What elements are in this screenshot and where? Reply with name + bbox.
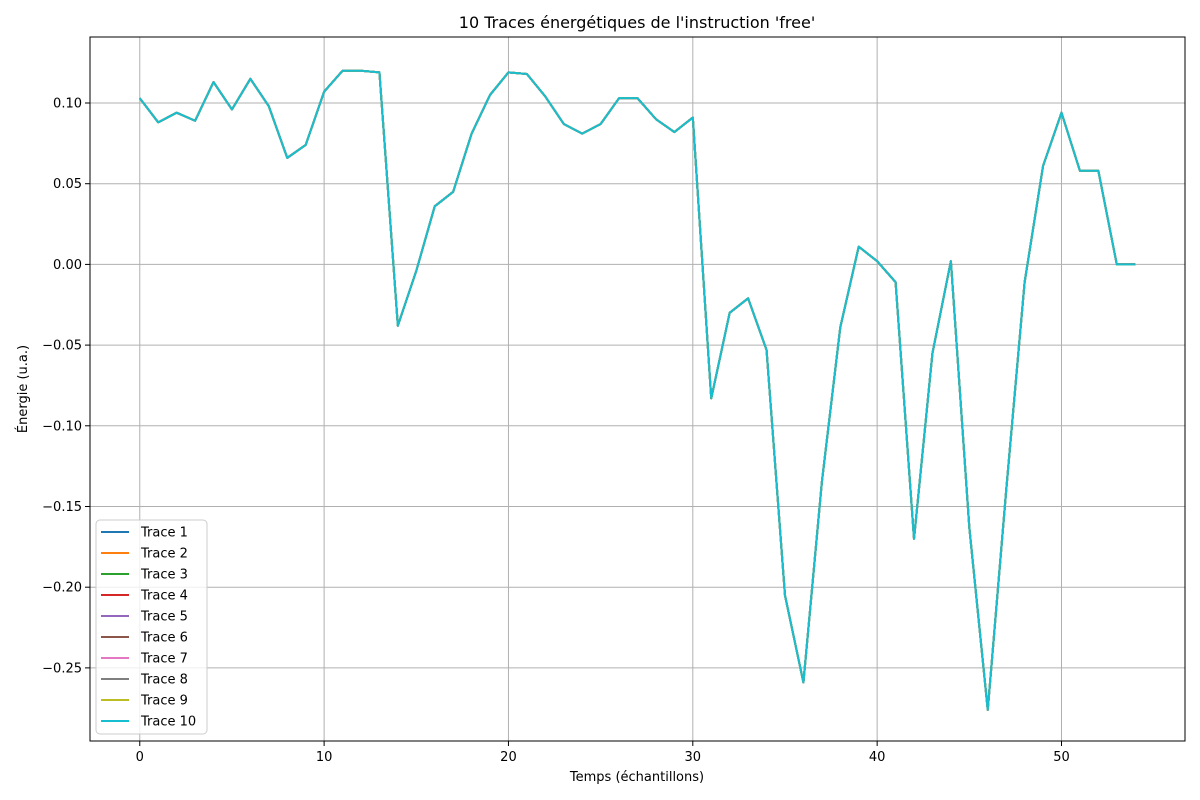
legend-item: Trace 10: [101, 715, 196, 730]
series-line-trace-2: [138, 69, 1136, 711]
chart-title: 10 Traces énergétiques de l'instruction …: [459, 13, 815, 32]
grid: [90, 37, 1185, 741]
series-line-trace-7: [138, 69, 1136, 711]
legend-label: Trace 3: [140, 568, 188, 583]
legend-label: Trace 8: [140, 673, 188, 688]
legend-item: Trace 2: [101, 547, 188, 562]
legend: Trace 1 Trace 2 Trace 3 Trace 4 Trace 5 Trace…: [95, 519, 208, 735]
legend-item: Trace 9: [101, 694, 188, 709]
legend-item: Trace 5: [101, 610, 188, 625]
series-line-trace-9: [138, 69, 1136, 711]
legend-label: Trace 2: [140, 547, 188, 562]
legend-label: Trace 5: [140, 610, 188, 625]
x-tick-label: 0: [136, 750, 144, 765]
x-tick-label: 50: [1053, 750, 1070, 765]
y-tick-label: −0.05: [42, 339, 82, 354]
series-line-trace-3: [138, 69, 1136, 711]
legend-label: Trace 1: [140, 526, 188, 541]
legend-label: Trace 7: [140, 652, 188, 667]
legend-item: Trace 4: [101, 589, 188, 604]
y-tick-label: −0.20: [42, 581, 82, 596]
series-line-trace-1: [138, 69, 1136, 711]
legend-label: Trace 4: [140, 589, 188, 604]
series-line-trace-5: [138, 69, 1136, 711]
legend-label: Trace 10: [140, 715, 196, 730]
legend-label: Trace 6: [140, 631, 188, 646]
y-tick-label: −0.10: [42, 419, 82, 434]
legend-items: Trace 1 Trace 2 Trace 3 Trace 4 Trace 5 Trace…: [101, 526, 196, 730]
legend-label: Trace 9: [140, 694, 188, 709]
x-axis-ticks: 0 10 20 30 40 50: [136, 741, 1070, 765]
y-tick-label: 0.05: [53, 177, 82, 192]
x-tick-label: 30: [685, 750, 702, 765]
y-tick-label: −0.25: [42, 661, 82, 676]
y-tick-label: 0.10: [53, 97, 82, 112]
legend-item: Trace 3: [101, 568, 188, 583]
series-lines: [138, 69, 1136, 711]
y-tick-label: −0.15: [42, 500, 82, 515]
x-axis-label: Temps (échantillons): [569, 770, 704, 785]
series-line-trace-8: [138, 69, 1136, 711]
series-line-trace-6: [138, 69, 1136, 711]
y-tick-label: 0.00: [53, 258, 82, 273]
legend-item: Trace 6: [101, 631, 188, 646]
x-tick-label: 10: [316, 750, 333, 765]
series-line-trace-4: [138, 69, 1136, 711]
y-axis-ticks: 0.10 0.05 0.00 −0.05 −0.10 −0.15 −0.20 −0.25: [42, 97, 90, 676]
series-line-trace-10: [138, 69, 1136, 711]
legend-item: Trace 1: [101, 526, 188, 541]
x-tick-label: 40: [869, 750, 886, 765]
legend-item: Trace 8: [101, 673, 188, 688]
x-tick-label: 20: [500, 750, 517, 765]
y-axis-label: Énergie (u.a.): [15, 345, 31, 433]
plot-area-frame: [89, 36, 1186, 742]
legend-item: Trace 7: [101, 652, 188, 667]
